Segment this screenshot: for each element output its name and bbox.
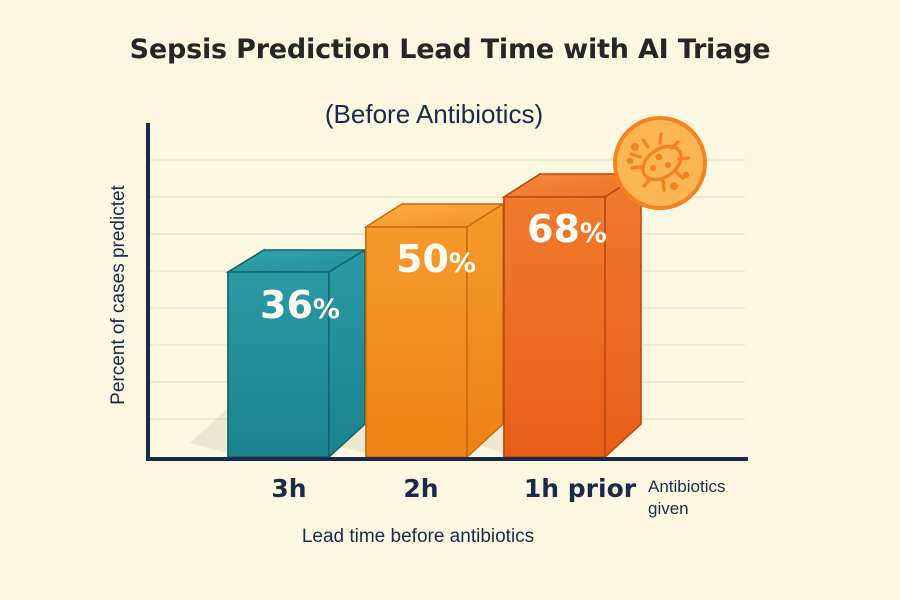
bar-1h-value: 68% — [527, 207, 607, 251]
annotation-antibiotics-given-line2: given — [648, 499, 689, 518]
bar-1h-right-face — [604, 172, 642, 459]
bar-2h-value: 50% — [396, 237, 476, 281]
annotation-antibiotics-given-line1: Antibiotics — [648, 477, 725, 496]
x-axis-label: Lead time before antibiotics — [302, 526, 534, 547]
bar-3h-right-face — [328, 248, 366, 459]
x-tick-1h-prior: 1h prior — [524, 474, 637, 503]
bar-1h-prior[interactable]: 68% — [501, 172, 644, 459]
bar-3h-value: 36% — [260, 283, 340, 327]
bacteria-icon — [613, 116, 707, 210]
chart-subtitle: (Before Antibiotics) — [325, 99, 543, 129]
bar-2h-right-face — [466, 202, 504, 459]
x-tick-2h: 2h — [403, 474, 438, 503]
y-axis-label: Percent of cases predictet — [108, 184, 129, 404]
chart-title: Sepsis Prediction Lead Time with AI Tria… — [130, 34, 771, 65]
bar-2h[interactable]: 50% — [363, 202, 506, 459]
bar-3h[interactable]: 36% — [225, 248, 368, 459]
x-tick-3h: 3h — [271, 474, 306, 503]
